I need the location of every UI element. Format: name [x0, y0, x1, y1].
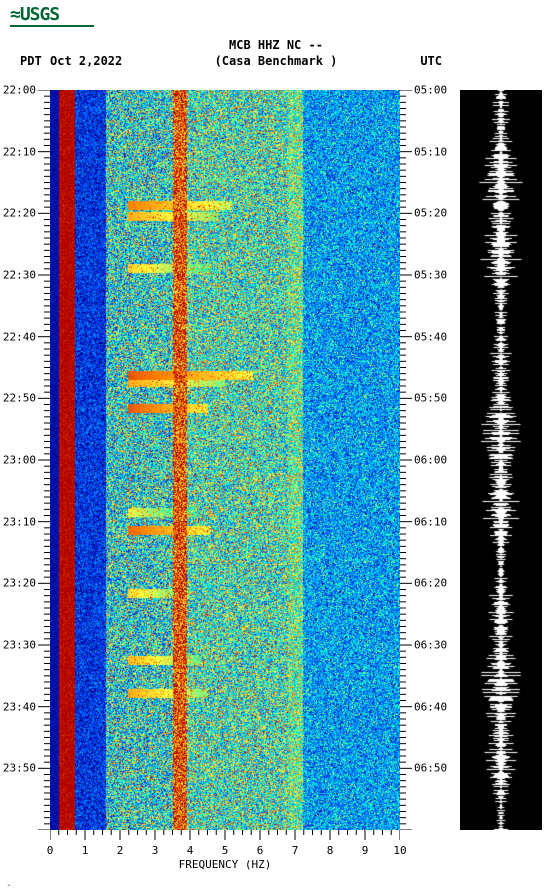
y-left-tick-label: 23:50	[3, 762, 36, 775]
spectrogram-canvas	[50, 90, 400, 830]
y-left-tick-label: 22:30	[3, 269, 36, 282]
y-left-tick-label: 22:20	[3, 207, 36, 220]
x-tick-label: 4	[187, 844, 194, 857]
y-right-tick-label: 06:00	[414, 454, 447, 467]
seismogram-canvas	[460, 90, 542, 830]
y-left-tick-label: 23:00	[3, 454, 36, 467]
y-left-tick-label: 23:10	[3, 515, 36, 528]
x-tick-label: 5	[222, 844, 229, 857]
y-left-tick-label: 23:20	[3, 577, 36, 590]
y-right-tick-label: 06:30	[414, 639, 447, 652]
x-axis-label: FREQUENCY (HZ)	[50, 858, 400, 871]
x-tick-label: 8	[327, 844, 334, 857]
x-tick-label: 1	[82, 844, 89, 857]
usgs-logo-underline	[10, 25, 94, 27]
x-tick-label: 0	[47, 844, 54, 857]
y-left-tick-label: 23:40	[3, 700, 36, 713]
x-axis-ticks	[50, 830, 400, 844]
y-left-tick-label: 22:00	[3, 84, 36, 97]
y-right-tick-label: 06:40	[414, 700, 447, 713]
footer-mark: -	[6, 880, 12, 891]
y-axis-right: 05:0005:1005:2005:3005:4005:5006:0006:10…	[400, 90, 450, 830]
x-tick-label: 3	[152, 844, 159, 857]
y-right-tick-label: 05:10	[414, 145, 447, 158]
y-left-tick-label: 22:50	[3, 392, 36, 405]
x-tick-label: 7	[292, 844, 299, 857]
y-left-tick-label: 22:10	[3, 145, 36, 158]
y-right-tick-label: 05:40	[414, 330, 447, 343]
x-tick-label: 6	[257, 844, 264, 857]
x-axis: 012345678910 FREQUENCY (HZ)	[50, 830, 400, 870]
y-right-tick-label: 05:30	[414, 269, 447, 282]
y-right-tick-label: 06:20	[414, 577, 447, 590]
x-tick-label: 2	[117, 844, 124, 857]
header-title: MCB HHZ NC --	[0, 38, 552, 52]
y-right-tick-label: 05:00	[414, 84, 447, 97]
y-right-tick-label: 06:50	[414, 762, 447, 775]
y-axis-left: 22:0022:1022:2022:3022:4022:5023:0023:10…	[0, 90, 50, 830]
y-left-tick-label: 23:30	[3, 639, 36, 652]
spectrogram-panel	[50, 90, 400, 830]
x-tick-label: 9	[362, 844, 369, 857]
usgs-logo: ≈USGS	[10, 4, 59, 25]
y-left-tick-label: 22:40	[3, 330, 36, 343]
y-right-tick-label: 06:10	[414, 515, 447, 528]
header-utc-label: UTC	[420, 54, 442, 68]
header-subtitle: (Casa Benchmark )	[0, 54, 552, 68]
seismogram-panel	[460, 90, 542, 830]
y-right-tick-label: 05:50	[414, 392, 447, 405]
x-tick-label: 10	[393, 844, 406, 857]
y-right-tick-label: 05:20	[414, 207, 447, 220]
